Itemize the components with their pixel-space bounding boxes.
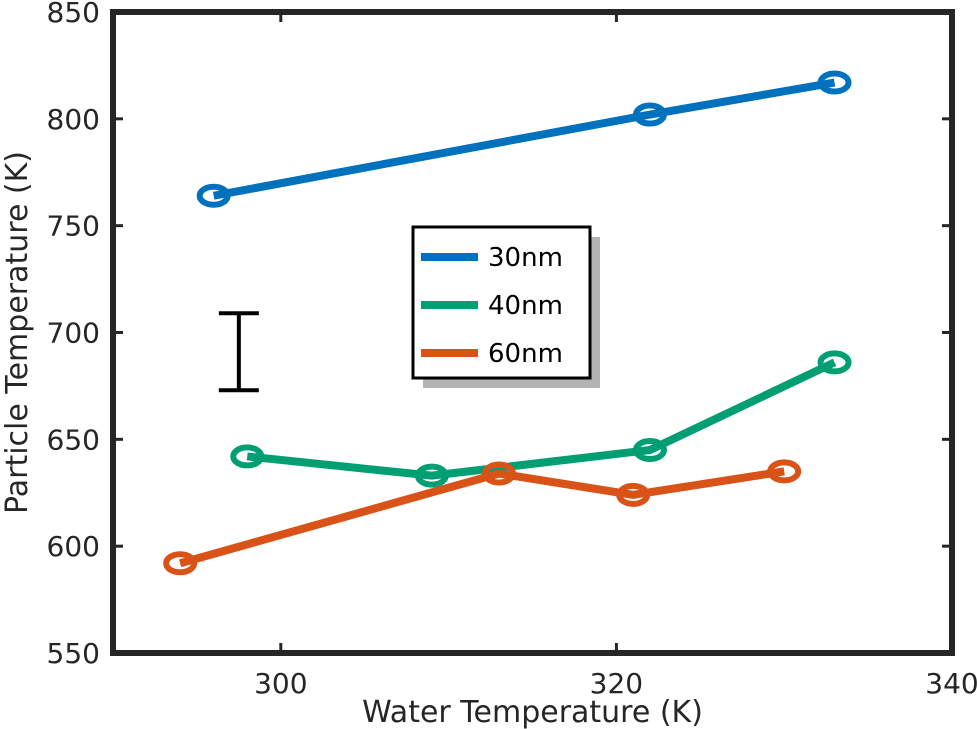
- series-layer: [163, 70, 852, 576]
- series-30nm: [196, 70, 852, 208]
- tick-labels: 300 320 340 550 600 650 700 750 800 850: [47, 0, 977, 700]
- series-60nm: [163, 459, 802, 576]
- data-point: [817, 70, 852, 95]
- y-tick-label: 750: [47, 210, 100, 243]
- y-tick-label: 550: [47, 637, 100, 670]
- data-point: [632, 102, 667, 127]
- series-line: [212, 78, 836, 200]
- y-tick-label: 800: [47, 103, 100, 136]
- data-point: [616, 482, 651, 507]
- x-axis-label: Water Temperature (K): [362, 695, 703, 729]
- error-bar: [218, 311, 259, 393]
- y-tick-label: 600: [47, 530, 100, 563]
- plot-area-frame: [110, 9, 955, 656]
- y-axis-label: Particle Temperature (K): [0, 151, 35, 514]
- data-point: [767, 459, 802, 484]
- y-tick-label: 650: [47, 423, 100, 456]
- data-point: [817, 350, 852, 375]
- legend-entry-label: 60nm: [488, 339, 563, 369]
- data-point: [481, 461, 516, 486]
- data-point: [632, 438, 667, 463]
- legend-entry-label: 30nm: [488, 243, 563, 273]
- legend: 30nm 40nm 60nm: [411, 225, 600, 388]
- data-point: [163, 551, 198, 576]
- x-tick-label: 340: [925, 667, 977, 700]
- series-line: [246, 358, 837, 480]
- data-point: [414, 463, 449, 488]
- series-40nm: [230, 350, 852, 488]
- series-line: [179, 467, 785, 568]
- legend-entry-label: 40nm: [488, 291, 563, 321]
- x-tick-label: 320: [590, 667, 643, 700]
- x-tick-label: 300: [254, 667, 307, 700]
- data-point: [196, 183, 231, 208]
- y-tick-label: 700: [47, 317, 100, 350]
- y-tick-label: 850: [47, 0, 100, 29]
- data-point: [230, 444, 265, 469]
